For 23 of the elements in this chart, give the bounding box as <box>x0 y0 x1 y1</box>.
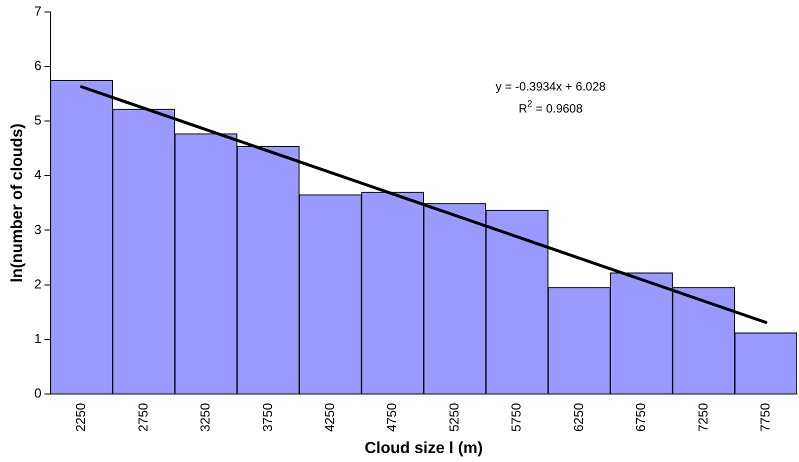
x-tick-label: 7750 <box>757 402 772 432</box>
annotation: y = -0.3934x + 6.028 <box>496 79 606 94</box>
x-tick-label: 6750 <box>633 402 648 432</box>
x-tick-label: 3250 <box>198 402 213 432</box>
y-tick-label: 5 <box>34 112 42 128</box>
x-tick-label: 4750 <box>384 402 400 432</box>
x-tick-label: 2250 <box>73 402 88 432</box>
x-tick-label: 3750 <box>260 402 275 432</box>
x-tick-label: 4250 <box>322 402 337 432</box>
y-tick-label: 2 <box>34 276 42 292</box>
x-tick-label: 5750 <box>508 402 524 432</box>
y-axis-title: ln(number of clouds) <box>9 123 26 282</box>
y-tick-label: 1 <box>34 330 42 346</box>
y-tick-label: 3 <box>34 222 42 237</box>
x-tick-label: 7250 <box>695 402 710 432</box>
x-tick-label: 2750 <box>135 402 150 432</box>
y-tick-label: 7 <box>34 4 42 19</box>
y-tick-label: 4 <box>34 167 42 182</box>
y-tick-label: 6 <box>34 58 42 74</box>
x-tick-label: 5250 <box>446 402 462 432</box>
x-tick-label: 6250 <box>570 402 586 432</box>
x-axis-title: Cloud size l (m) <box>364 440 483 457</box>
y-tick-label: 0 <box>34 385 42 400</box>
